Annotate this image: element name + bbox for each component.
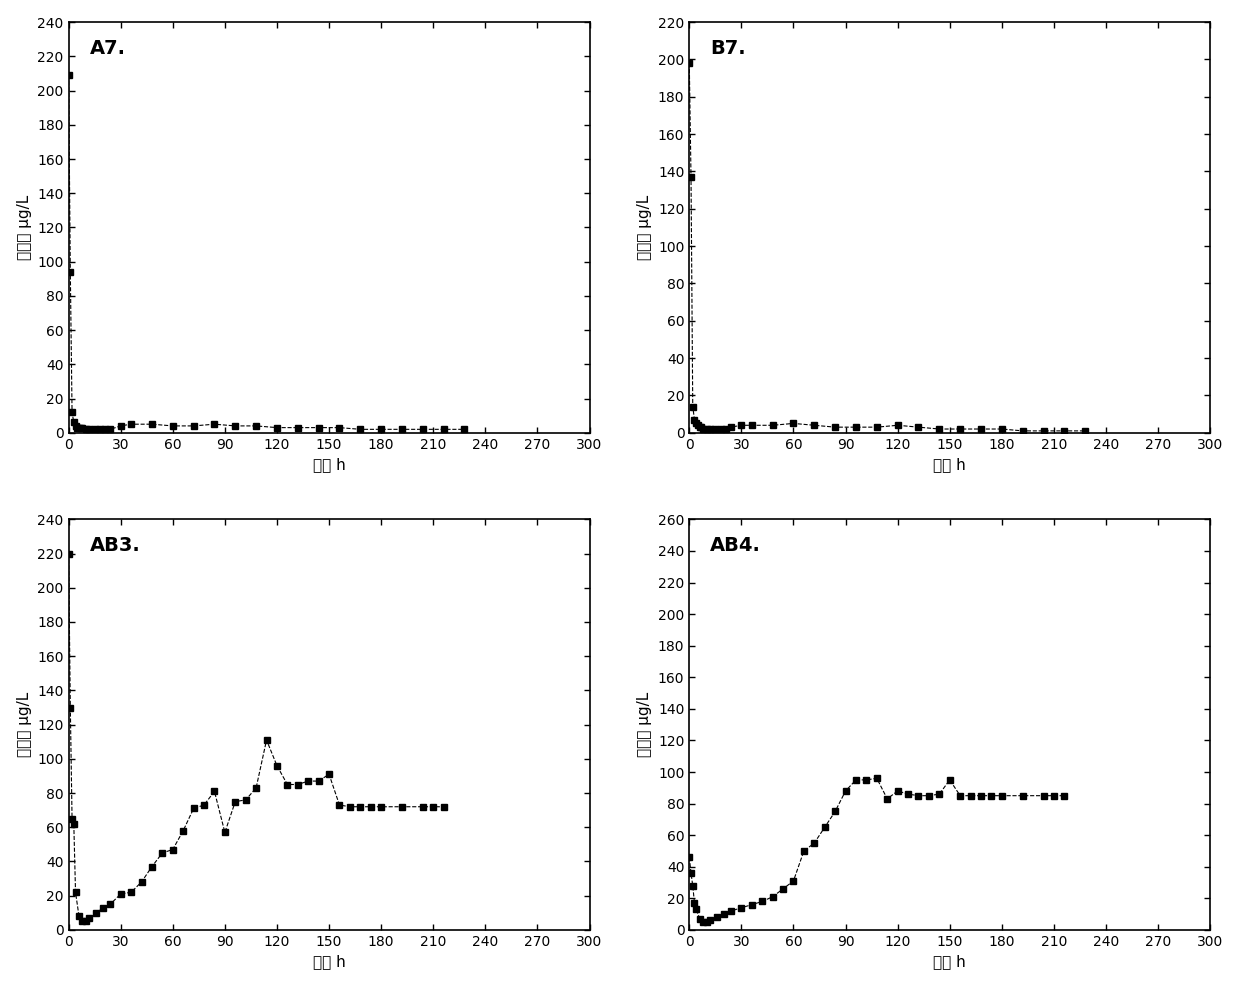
X-axis label: 时间 h: 时间 h <box>934 954 966 969</box>
Y-axis label: 镛浓度 μg/L: 镛浓度 μg/L <box>16 195 32 260</box>
Text: A7.: A7. <box>89 38 125 57</box>
Y-axis label: 镛浓度 μg/L: 镛浓度 μg/L <box>16 692 32 757</box>
X-axis label: 时间 h: 时间 h <box>312 458 346 472</box>
Text: AB3.: AB3. <box>89 535 140 555</box>
Text: B7.: B7. <box>711 38 745 57</box>
Y-axis label: 镛浓度 μg/L: 镛浓度 μg/L <box>637 195 652 260</box>
X-axis label: 时间 h: 时间 h <box>934 458 966 472</box>
Y-axis label: 镛浓度 μg/L: 镛浓度 μg/L <box>637 692 652 757</box>
Text: AB4.: AB4. <box>711 535 761 555</box>
X-axis label: 时间 h: 时间 h <box>312 954 346 969</box>
